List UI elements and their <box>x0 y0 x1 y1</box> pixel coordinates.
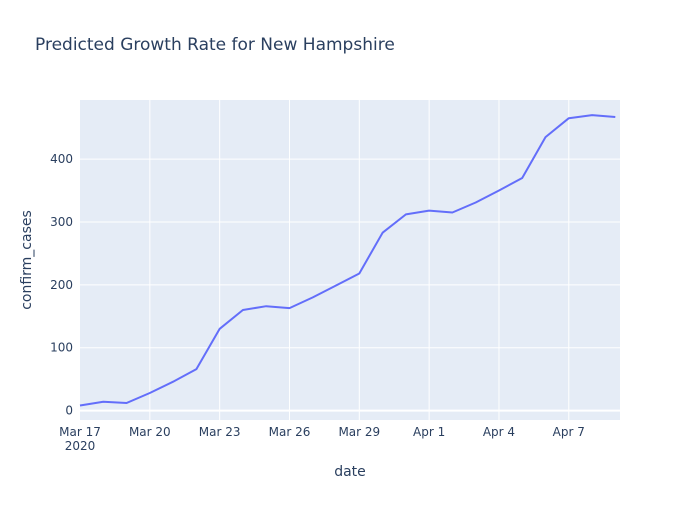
y-tick-label: 400 <box>50 152 73 166</box>
grid-lines <box>80 100 620 420</box>
y-tick-label: 300 <box>50 215 73 229</box>
x-tick-label: Mar 26 <box>269 425 311 439</box>
x-tick-label: Mar 17 <box>59 425 101 439</box>
x-tick-label: Apr 4 <box>483 425 515 439</box>
y-tick-label: 200 <box>50 278 73 292</box>
x-tick-label: Mar 20 <box>129 425 171 439</box>
x-tick-label: Mar 29 <box>338 425 380 439</box>
x-tick-label: Mar 23 <box>199 425 241 439</box>
chart-title: Predicted Growth Rate for New Hampshire <box>35 35 395 55</box>
series-line-confirm_cases <box>79 114 616 407</box>
y-axis-label: confirm_cases <box>19 210 35 310</box>
x-tick-label: Apr 7 <box>553 425 585 439</box>
x-axis-ticks: Mar 17 Mar 20 Mar 23 Mar 26 Mar 29 Apr 1 Apr 4… <box>59 425 585 453</box>
y-tick-label: 100 <box>50 341 73 355</box>
y-tick-label: 0 <box>65 404 73 418</box>
plot-area <box>80 100 620 420</box>
series-layer <box>79 114 616 407</box>
y-axis-ticks: 0 100 200 300 400 <box>50 152 73 417</box>
x-tick-year-label: 2020 <box>65 439 96 453</box>
x-tick-label: Apr 1 <box>413 425 445 439</box>
x-axis-label: date <box>334 464 366 480</box>
